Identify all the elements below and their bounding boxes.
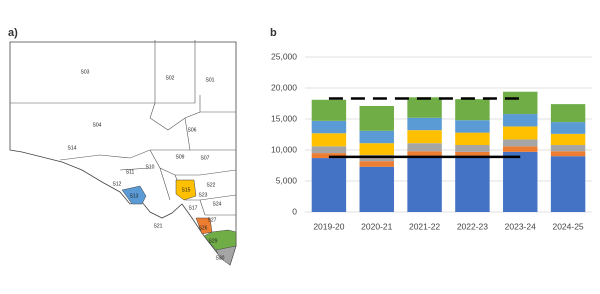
region-label: S30: [216, 255, 225, 261]
region-label: S09: [176, 154, 185, 160]
bar-segment: [550, 133, 586, 146]
bar-segment: [359, 161, 394, 167]
bar-segment: [407, 117, 442, 131]
bar-segment: [407, 97, 442, 118]
region-label: S06: [188, 127, 197, 133]
y-tick-label: 10,000: [271, 144, 297, 154]
bar-segment: [503, 139, 538, 147]
region-label: S22: [207, 182, 216, 188]
region-label: S07: [201, 155, 210, 161]
x-tick-label: 2019-20: [313, 221, 344, 231]
bar-segment: [550, 145, 586, 152]
region-label: S23: [199, 192, 208, 198]
bar-segment: [311, 99, 347, 121]
region-s13: [121, 185, 147, 205]
region-label: S10: [146, 164, 155, 170]
y-tick-label: 0: [292, 206, 297, 216]
bar-segment: [359, 143, 394, 155]
bar-segment: [359, 166, 394, 212]
y-tick-label: 15,000: [271, 113, 297, 123]
region-s15: [175, 179, 197, 201]
region-label: S01: [206, 77, 215, 83]
region-label: S13: [130, 193, 139, 199]
bar-segment: [550, 151, 586, 157]
bar-segment: [455, 145, 490, 152]
region-label: S03: [81, 69, 90, 75]
bar-segment: [407, 130, 442, 144]
bar-segment: [407, 156, 442, 212]
panel-label: a): [8, 27, 18, 39]
bar-segment: [455, 132, 490, 146]
region-label: S26: [199, 225, 208, 231]
bar-segment: [407, 143, 442, 152]
region-label: S15: [182, 187, 191, 193]
x-tick-label: 2022-23: [457, 221, 488, 231]
region-label: S04: [93, 122, 102, 128]
bar-segment: [407, 151, 442, 157]
region-label: S27: [208, 217, 217, 223]
bar-segment: [455, 99, 490, 121]
y-tick-label: 5,000: [276, 175, 298, 185]
bar-segment: [359, 130, 394, 144]
y-tick-label: 20,000: [271, 82, 297, 92]
region-label: S02: [166, 75, 175, 81]
x-tick-label: 2024-25: [552, 221, 583, 231]
bar-segment: [359, 105, 394, 131]
bar-segment: [503, 126, 538, 140]
bar-segment: [311, 133, 347, 147]
region-label: S24: [213, 201, 222, 207]
bar-segment: [311, 146, 347, 154]
bar-segment: [455, 156, 490, 212]
bar-segment: [503, 151, 538, 212]
region-label: S11: [126, 169, 135, 175]
bar-segment: [311, 120, 347, 134]
bar-segment: [550, 104, 586, 123]
y-tick-label: 25,000: [271, 51, 297, 61]
bar-segment: [503, 146, 538, 152]
region-label: S17: [189, 205, 198, 211]
region-s30: [215, 245, 237, 266]
chart: 0 5,000 10,000 15,000 20,000 25,000 2019-20 202…: [271, 51, 592, 231]
region-label: S29: [209, 238, 218, 244]
x-tick-label: 2021-22: [409, 221, 440, 231]
x-tick-label: 2023-24: [505, 221, 536, 231]
bar-segment: [455, 151, 490, 157]
region-label: S14: [68, 145, 77, 151]
bar-segment: [503, 91, 538, 115]
region-border: [10, 40, 237, 216]
bar-segment: [550, 156, 586, 212]
bar-segment: [311, 158, 347, 212]
bar-segment: [503, 114, 538, 127]
region-label: S21: [154, 223, 163, 229]
region-labels: S03 S02 S01 S04 S06 S14 S07 S10 S09 S11 S12 S13 S15 S…: [68, 69, 225, 261]
bar-segment: [455, 120, 490, 133]
x-tick-label: 2020-21: [361, 221, 392, 231]
bar-segment: [550, 122, 586, 134]
panel-label: b: [270, 27, 277, 39]
region-label: S12: [113, 181, 122, 187]
